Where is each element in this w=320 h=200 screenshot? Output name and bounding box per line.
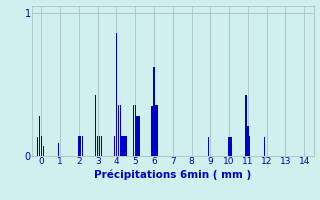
Bar [125,136,126,156]
Bar [208,137,209,156]
Bar [118,105,119,156]
Bar [78,136,80,156]
Bar [153,67,155,156]
Bar [230,137,232,156]
Bar [120,105,121,156]
Bar [82,136,83,156]
Bar [101,136,102,156]
Bar [247,126,249,156]
Bar [116,33,117,156]
Bar [43,146,44,156]
Bar [97,136,98,156]
Bar [122,136,123,156]
Bar [39,116,40,156]
Bar [37,137,38,156]
Bar [157,105,158,156]
Bar [133,105,134,156]
Bar [123,136,125,156]
Bar [245,95,247,156]
Bar [249,136,251,156]
Bar [138,116,140,156]
Bar [228,137,230,156]
X-axis label: Précipitations 6min ( mm ): Précipitations 6min ( mm ) [94,169,252,180]
Bar [80,136,82,156]
Bar [41,136,42,156]
Bar [155,105,156,156]
Bar [95,95,97,156]
Bar [136,116,138,156]
Bar [135,105,136,156]
Bar [264,137,266,156]
Bar [58,143,59,156]
Bar [151,106,153,156]
Bar [114,136,115,156]
Bar [99,136,100,156]
